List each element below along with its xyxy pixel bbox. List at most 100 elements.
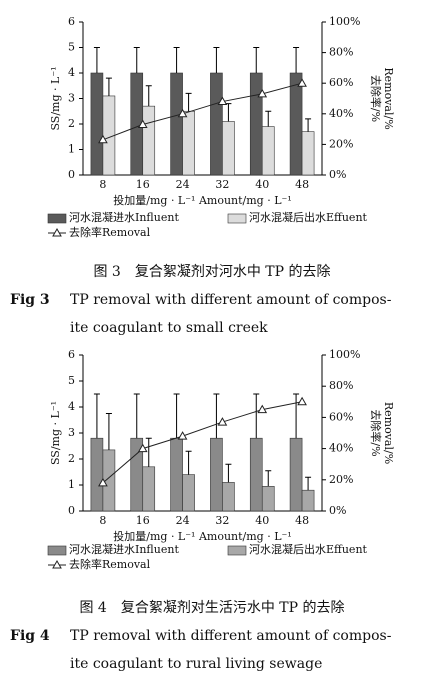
marker xyxy=(257,404,268,414)
marker xyxy=(177,108,188,118)
x-tick-label: 16 xyxy=(136,514,150,527)
line xyxy=(102,401,303,484)
error-bar xyxy=(293,393,300,439)
error-bar xyxy=(185,92,192,112)
y-tick-label: 5 xyxy=(68,41,75,54)
legend-label: 河水混凝后出水Effuent xyxy=(249,210,368,224)
error-bar xyxy=(213,47,220,73)
x-tick-label: 24 xyxy=(176,514,190,527)
error-bar xyxy=(265,110,272,127)
marker xyxy=(177,431,188,440)
bar xyxy=(210,72,223,176)
y2-axis-label: 去除率/% xyxy=(369,75,383,122)
x-tick-label: 24 xyxy=(176,178,190,191)
y-axis-label: SS/mg · L⁻¹ xyxy=(49,66,62,130)
legend-label: 河水混凝进水Influent xyxy=(69,542,179,556)
line xyxy=(102,82,303,141)
legend-swatch xyxy=(47,213,67,224)
y2-axis-label: 去除率/% xyxy=(369,409,383,456)
error-bar xyxy=(145,437,152,467)
caption-en: ite coagulant to rural living sewage xyxy=(70,656,322,672)
legend-swatch xyxy=(227,545,247,556)
y2-tick-label: 60% xyxy=(329,410,353,423)
legend-swatch xyxy=(227,213,247,224)
bar xyxy=(182,474,195,512)
y2-tick-label: 60% xyxy=(329,76,353,89)
caption-en: TP removal with different amount of comp… xyxy=(70,292,392,308)
error-bar xyxy=(93,393,100,439)
y2-tick-label: 100% xyxy=(329,348,360,361)
error-bar xyxy=(305,118,312,132)
error-bar xyxy=(265,470,272,487)
marker xyxy=(98,477,108,487)
y-tick-label: 5 xyxy=(68,374,75,387)
bar xyxy=(261,126,275,176)
x-axis-label: 投加量/mg · L⁻¹ Amount/mg · L⁻¹ xyxy=(113,529,291,543)
y-tick-label: 4 xyxy=(68,66,75,79)
y2-axis-label: Removal/% xyxy=(382,67,395,129)
marker xyxy=(98,134,108,144)
bar xyxy=(102,449,116,512)
error-bar xyxy=(173,393,180,439)
bar xyxy=(301,489,315,512)
error-bar xyxy=(173,47,180,73)
x-tick-label: 32 xyxy=(215,514,229,527)
caption-cn: 图 3 复合絮凝剂对河水中 TP 的去除 xyxy=(93,263,330,280)
error-bar xyxy=(93,47,100,73)
y-tick-label: 1 xyxy=(68,478,75,491)
error-bar xyxy=(185,450,192,475)
bar xyxy=(301,131,315,176)
caption-en: ite coagulant to small creek xyxy=(70,320,268,336)
error-bar xyxy=(105,413,112,450)
x-tick-label: 8 xyxy=(99,514,106,527)
error-bar xyxy=(133,47,140,73)
y2-axis-label: Removal/% xyxy=(382,402,395,464)
bar xyxy=(170,437,183,512)
y-tick-label: 1 xyxy=(68,143,75,156)
bar xyxy=(249,72,263,176)
y2-tick-label: 20% xyxy=(329,137,353,150)
y-tick-label: 0 xyxy=(68,168,75,181)
y-tick-label: 4 xyxy=(68,400,75,413)
error-bar xyxy=(253,393,260,439)
y2-tick-label: 20% xyxy=(329,473,353,486)
y-tick-label: 2 xyxy=(68,117,75,130)
bar xyxy=(249,437,263,512)
bar xyxy=(182,110,195,176)
x-axis-label: 投加量/mg · L⁻¹ Amount/mg · L⁻¹ xyxy=(113,193,291,207)
x-tick-label: 16 xyxy=(136,178,150,191)
y-tick-label: 0 xyxy=(68,504,75,517)
bar xyxy=(289,72,303,176)
marker xyxy=(217,96,228,106)
y2-tick-label: 80% xyxy=(329,379,353,392)
x-tick-label: 40 xyxy=(255,178,269,191)
error-bar xyxy=(293,47,300,73)
y-tick-label: 6 xyxy=(68,15,75,28)
legend-swatch xyxy=(47,545,67,556)
bar xyxy=(261,485,275,512)
error-bar xyxy=(225,463,232,483)
y-axis-label: SS/mg · L⁻¹ xyxy=(49,401,62,465)
marker xyxy=(297,78,307,87)
marker xyxy=(137,443,148,453)
x-tick-label: 8 xyxy=(99,178,106,191)
y2-tick-label: 40% xyxy=(329,107,353,120)
y-tick-label: 3 xyxy=(68,426,75,439)
bar xyxy=(210,437,223,512)
marker xyxy=(137,119,148,129)
fig-label: Fig 3 xyxy=(10,292,50,308)
legend-label: 去除率Removal xyxy=(69,557,151,571)
marker xyxy=(217,417,228,426)
y2-tick-label: 40% xyxy=(329,442,353,455)
legend-label: 去除率Removal xyxy=(69,225,151,239)
y2-tick-label: 0% xyxy=(329,504,346,517)
bar xyxy=(222,121,235,176)
error-bar xyxy=(145,85,152,107)
bar xyxy=(90,72,104,176)
caption-cn: 图 4 复合絮凝剂对生活污水中 TP 的去除 xyxy=(79,599,344,616)
error-bar xyxy=(105,77,112,96)
legend-label: 河水混凝进水Influent xyxy=(69,210,179,224)
legend-label: 河水混凝后出水Effuent xyxy=(249,542,368,556)
x-tick-label: 32 xyxy=(215,178,229,191)
